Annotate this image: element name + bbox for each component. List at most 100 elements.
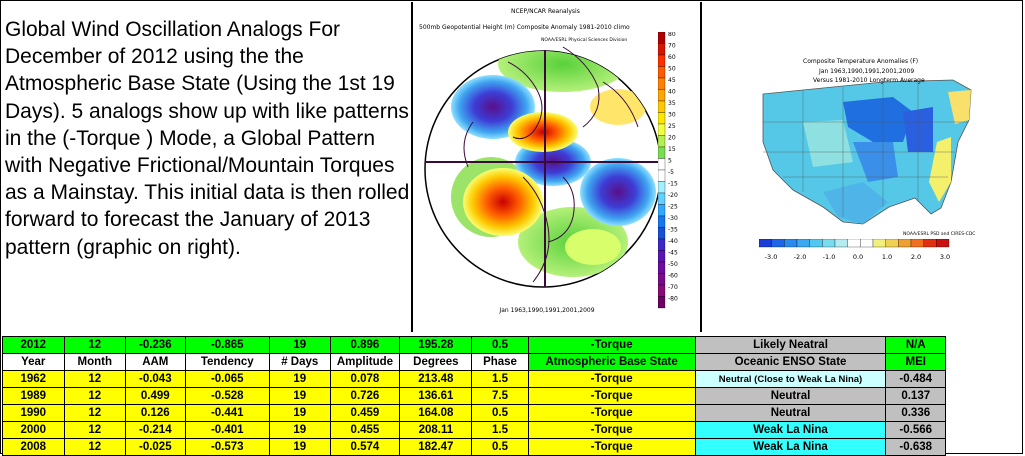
map-colorbar-label: -20 <box>668 192 678 199</box>
map-colorbar-label: -5 <box>668 169 674 176</box>
temp-colorbar-swatch <box>847 239 861 248</box>
table-cell: 2012 <box>2 336 65 354</box>
table-cell: 1.5 <box>471 370 529 388</box>
temp-colorbar-label: -1.0 <box>823 253 836 261</box>
table-cell: Neutral <box>694 387 887 405</box>
table-cell: 0.5 <box>471 336 529 354</box>
map-colorbar-label: 30 <box>668 112 676 119</box>
divider-left <box>411 2 413 332</box>
temp-colorbar-swatch <box>822 239 836 248</box>
table-cell: 213.48 <box>399 370 473 388</box>
map-colorbar-label: -25 <box>668 204 678 211</box>
map-colorbar-swatch <box>658 227 666 240</box>
table-cell: -0.573 <box>184 438 271 456</box>
map-colorbar-swatch <box>658 123 666 136</box>
map-svg: Jan 1963,1990,1991,2001,2009 <box>424 46 662 314</box>
table-cell: 7.5 <box>471 387 529 405</box>
map-colorbar-swatch <box>658 250 666 263</box>
current-row: 2012 12 -0.236 -0.865 19 0.896 195.28 0.5 -Torqu… <box>2 336 946 354</box>
map-colorbar-swatch <box>658 66 666 79</box>
temp-colorbar-label: 3.0 <box>940 253 950 261</box>
map-colorbar-label: -35 <box>668 227 678 234</box>
temp-colorbar-label: -2.0 <box>794 253 807 261</box>
temp-colorbar-label: 0.0 <box>853 253 863 261</box>
map-colorbar-label: -45 <box>668 250 678 257</box>
table-cell: 1.5 <box>471 421 529 439</box>
table-cell: 0.574 <box>329 438 401 456</box>
map-colorbar-swatch <box>658 273 666 286</box>
table-cell: 0.455 <box>329 421 401 439</box>
map-colorbar-swatch <box>658 284 666 297</box>
table-cell: Oceanic ENSO State <box>694 353 887 371</box>
table-cell: Neutral (Close to Weak La Nina) <box>694 370 887 388</box>
table-cell: 12 <box>63 421 127 439</box>
map-colorbar: 80 70 60 50 45 40 35 30 25 20 15 5 -5 -15 -20 -25 -30 -35… <box>658 32 678 309</box>
table-cell: -Torque <box>527 404 696 422</box>
temp-colorbar-swatch <box>885 239 899 248</box>
table-cell: -0.528 <box>184 387 271 405</box>
map-title-2: 500mb Geopotential Height (m) Composite … <box>419 24 630 31</box>
table-cell: Likely Neatral <box>694 336 887 354</box>
intro-text: Global Wind Oscillation Analogs For Dece… <box>5 18 410 259</box>
map-colorbar-swatch <box>658 169 666 182</box>
map-colorbar-swatch <box>658 54 666 67</box>
table-cell: Tendency <box>184 353 271 371</box>
table-cell: 0.5 <box>471 438 529 456</box>
table-cell: 2000 <box>2 421 65 439</box>
table-cell: 0.499 <box>125 387 186 405</box>
map-colorbar-swatch <box>658 100 666 113</box>
table-cell: 164.08 <box>399 404 473 422</box>
table-cell: -Torque <box>527 387 696 405</box>
temp-colorbar-swatch <box>784 239 798 248</box>
table-cell: 1989 <box>2 387 65 405</box>
map-colorbar-label: 5 <box>668 158 672 165</box>
map-colorbar-swatch <box>658 43 666 56</box>
table-cell: Weak La Nina <box>694 421 887 439</box>
continent-outlines <box>463 46 639 283</box>
map-colorbar-label: -70 <box>668 284 678 291</box>
table-cell: 0.726 <box>329 387 401 405</box>
map-colorbar-label: 40 <box>668 89 676 96</box>
table-cell: -0.865 <box>184 336 271 354</box>
table-cell: Amplitude <box>329 353 401 371</box>
table-cell: -Torque <box>527 336 696 354</box>
map-colorbar-swatch <box>658 238 666 251</box>
map-colorbar-label: 25 <box>668 123 676 130</box>
map-title-3: NOAA/ESRL Physical Sciences Division <box>541 38 628 43</box>
temp-title-1: Composite Temperature Anomalies (F) <box>803 58 919 65</box>
map-colorbar-swatch <box>658 89 666 102</box>
map-colorbar-label: 15 <box>668 146 676 153</box>
map-colorbar-label: 20 <box>668 135 676 142</box>
table-cell: 19 <box>269 421 331 439</box>
table-cell: -0.441 <box>184 404 271 422</box>
map-colorbar-swatch <box>658 261 666 274</box>
map-colorbar-swatch <box>658 296 666 309</box>
temp-colorbar: -3.0 -2.0 -1.0 0.0 1.0 2.0 3.0 <box>759 239 950 261</box>
map-colorbar-label: -80 <box>668 296 678 303</box>
table-cell: 19 <box>269 336 331 354</box>
table-cell: Year <box>2 353 65 371</box>
map-colorbar-swatch <box>658 146 666 159</box>
map-colorbar-label: 70 <box>668 43 676 50</box>
temp-colorbar-swatch <box>796 239 810 248</box>
table-cell: 12 <box>63 438 127 456</box>
analog-table: 2012 12 -0.236 -0.865 19 0.896 195.28 0.5 -Torqu… <box>2 336 946 456</box>
table-cell: # Days <box>269 353 331 371</box>
table-cell: -Torque <box>527 421 696 439</box>
table-cell: Month <box>63 353 127 371</box>
table-cell: 12 <box>63 404 127 422</box>
table-cell: Degrees <box>399 353 473 371</box>
table-row: 1990 12 0.126 -0.441 19 0.459 164.08 0.5 -Torque… <box>2 404 946 422</box>
map-colorbar-label: -40 <box>668 238 678 245</box>
map-colorbar-swatch <box>658 192 666 205</box>
map-colorbar-label: 45 <box>668 77 676 84</box>
map-colorbar-swatch <box>658 77 666 90</box>
temp-colorbar-swatch <box>936 239 950 248</box>
table-cell: -0.065 <box>184 370 271 388</box>
table-cell: Phase <box>471 353 529 371</box>
temp-map-svg <box>762 79 972 225</box>
temperature-anomaly-map: Composite Temperature Anomalies (F) Jan … <box>703 2 1021 332</box>
table-row: 2008 12 -0.025 -0.573 19 0.574 182.47 0.5 -Torqu… <box>2 438 946 456</box>
temp-colorbar-label: -3.0 <box>765 253 778 261</box>
table-cell: 12 <box>63 336 127 354</box>
